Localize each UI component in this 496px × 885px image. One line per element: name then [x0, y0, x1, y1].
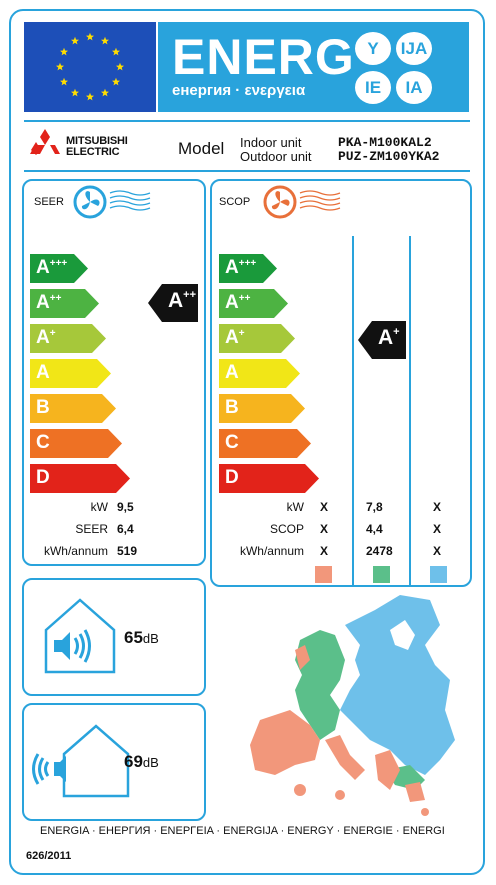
brand-line-1: MITSUBISHI — [66, 135, 128, 147]
indoor-noise-panel — [22, 578, 206, 696]
lang-badge-ie: IE — [355, 71, 391, 104]
divider-bottom — [24, 170, 470, 172]
seer-row-value: 9,5 — [117, 500, 134, 514]
indoor-unit-speaker-icon — [44, 598, 116, 674]
zone-divider-1 — [352, 236, 354, 586]
scop-row-value: X — [320, 500, 329, 514]
eu-star-icon — [71, 36, 79, 45]
eu-star-icon — [86, 92, 94, 101]
seer-class-label: A — [36, 362, 50, 383]
eu-star-icon — [71, 88, 79, 97]
lang-badge-ija: IJA — [396, 32, 432, 65]
scop-row-value: 4,4 — [366, 522, 383, 536]
seer-title: SEER — [34, 196, 64, 208]
seer-class-label: D — [36, 467, 50, 488]
scop-row-label: kW — [286, 500, 304, 514]
zone-warmer-swatch — [315, 566, 332, 583]
colder-zone-region — [340, 595, 455, 775]
seer-row-label: SEER — [75, 522, 108, 536]
scop-class-label: A+ — [225, 327, 245, 348]
eu-star-icon — [116, 62, 124, 71]
energ-subtitle: енергия · ενεργεια — [172, 82, 306, 99]
brand-line-2: ELECTRIC — [66, 146, 120, 158]
indoor-unit-label: Indoor unit — [240, 135, 302, 150]
eu-star-icon — [60, 47, 68, 56]
scop-class-label: C — [225, 432, 239, 453]
scop-row-value: X — [433, 544, 442, 558]
eu-star-icon — [101, 88, 109, 97]
scop-title: SCOP — [219, 196, 251, 208]
scop-row-value: X — [433, 522, 442, 536]
scop-class-label: A+++ — [225, 257, 257, 278]
scop-panel — [210, 179, 472, 587]
seer-row-label: kWh/annum — [43, 544, 108, 558]
indoor-noise-value: 65dB — [124, 628, 159, 647]
seer-row-label: kW — [90, 500, 108, 514]
lang-badge-y: Y — [355, 32, 391, 65]
footer-languages: ENERGIA · ЕНЕРГИЯ · ΕΝΕΡΓΕΙΑ · ENERGIJA … — [40, 825, 445, 837]
indoor-model-number: PKA-M100KAL2 — [338, 135, 432, 150]
eu-star-icon — [60, 77, 68, 86]
scop-row-value: 7,8 — [366, 500, 383, 514]
seer-row-value: 6,4 — [117, 522, 134, 536]
heating-fan-icon — [263, 185, 341, 219]
model-label: Model — [178, 139, 225, 158]
outdoor-model-number: PUZ-ZM100YKA2 — [338, 149, 440, 164]
scop-class-label: A++ — [225, 292, 251, 313]
seer-rating-text: A++ — [168, 289, 197, 312]
scop-row-value: 2478 — [366, 544, 393, 558]
lang-badge-ia: IA — [396, 71, 432, 104]
mitsubishi-logo-icon — [30, 129, 60, 155]
seer-class-label: A+++ — [36, 257, 68, 278]
scop-row-label: SCOP — [269, 522, 304, 536]
eu-star-icon — [112, 77, 120, 86]
outdoor-unit-label: Outdoor unit — [240, 149, 312, 164]
seer-class-label: C — [36, 432, 50, 453]
seer-class-label: B — [36, 397, 50, 418]
scop-class-label: A — [225, 362, 239, 383]
zone-average-swatch — [373, 566, 390, 583]
europe-climate-map — [250, 595, 455, 816]
scop-row-value: X — [433, 500, 442, 514]
zone-colder-swatch — [430, 566, 447, 583]
eu-star-icon — [101, 36, 109, 45]
label-frame — [9, 9, 485, 875]
seer-panel — [22, 179, 206, 566]
energy-header: ENERG енергия · ενεργεια Y IJA IE IA — [158, 22, 469, 112]
scop-row-value: X — [320, 544, 329, 558]
outdoor-unit-speaker-icon — [32, 724, 130, 798]
regulation-number: 626/2011 — [26, 850, 72, 862]
seer-row-value: 519 — [117, 544, 138, 558]
eu-stars-icon — [56, 32, 124, 101]
seer-class-label: A++ — [36, 292, 62, 313]
scop-class-label: B — [225, 397, 239, 418]
divider-top — [24, 120, 470, 122]
eu-star-icon — [56, 62, 64, 71]
scop-rating-text: A+ — [378, 326, 400, 349]
scop-row-label: kWh/annum — [239, 544, 304, 558]
zone-divider-2 — [409, 236, 411, 586]
seer-class-label: A+ — [36, 327, 56, 348]
cooling-fan-icon — [73, 185, 151, 219]
energ-title: ENERG — [172, 29, 355, 85]
outdoor-noise-panel — [22, 703, 206, 821]
eu-star-icon — [112, 47, 120, 56]
brand-name: MITSUBISHI ELECTRIC — [66, 136, 128, 158]
warmer-zone-region — [250, 645, 429, 816]
eu-star-icon — [86, 32, 94, 41]
scop-class-label: D — [225, 467, 239, 488]
outdoor-noise-value: 69dB — [124, 752, 159, 771]
scop-row-value: X — [320, 522, 329, 536]
eu-flag — [24, 22, 156, 112]
